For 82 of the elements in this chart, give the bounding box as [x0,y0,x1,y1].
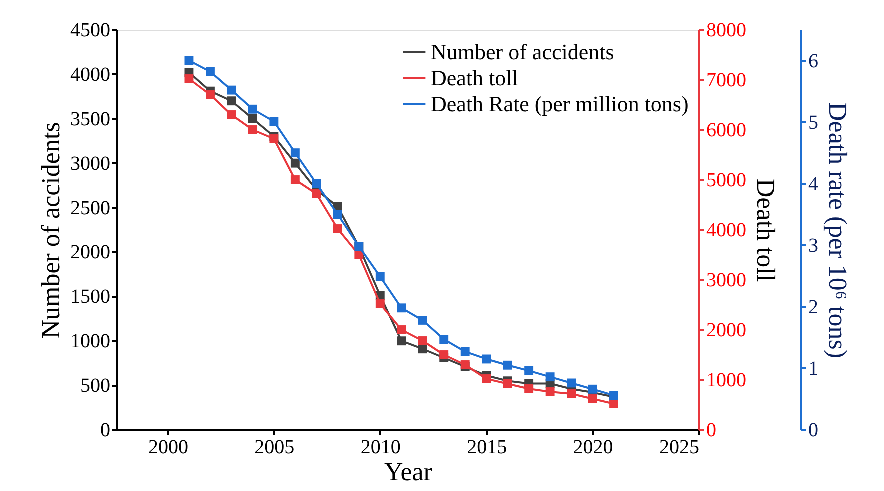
y2-tick-label: 6000 [706,120,746,142]
y-tick-label: 1000 [70,330,110,353]
x-tick-label: 2025 [660,436,700,458]
point [270,134,279,144]
point [312,179,322,188]
y3-tick-label: 2 [808,296,818,318]
point [503,360,512,370]
y3-tick-label: 6 [808,50,818,72]
y-tick-label: 2500 [70,197,110,220]
y-tick-label: 4500 [70,20,110,42]
point [588,384,598,394]
y2-axis-title: Death toll [752,178,780,282]
y2-tick-label: 4000 [706,220,746,242]
y-tick-label: 500 [80,375,110,398]
point [503,380,512,388]
point [333,210,342,220]
y3-tick-label: 5 [808,112,818,134]
legend-label: Death toll [431,66,518,90]
legend-label: Death Rate (per million tons) [431,92,689,116]
point [397,336,406,346]
y3-tick-label: 0 [808,420,818,442]
point [184,56,194,66]
y3-axis-title: Death rate (per 10⁶ tons) [824,102,852,358]
point [248,104,258,114]
point [418,336,428,346]
point [546,372,555,382]
point [206,90,215,100]
point [397,326,406,334]
point [567,378,576,388]
y-axis-title: Number of accidents [36,122,66,339]
y2-tick-label: 1000 [706,370,746,392]
y2-tick-label: 2000 [706,320,746,342]
y-tick-label: 4000 [70,64,110,86]
point [524,366,534,376]
point [482,374,492,384]
point [546,388,555,396]
point [290,158,300,168]
point [440,335,449,344]
point [312,190,322,198]
y-tick-label: 3500 [70,108,110,130]
point [440,350,449,360]
point [333,224,342,234]
point [418,316,428,325]
point [524,384,534,394]
legend-label: Number of accidents [431,40,614,64]
y3-tick-label: 4 [808,173,818,196]
x-tick-label: 2010 [360,436,401,458]
point [227,96,236,106]
y2-tick-label: 3000 [706,270,746,292]
point [588,394,598,404]
point [354,250,364,260]
point [397,304,406,313]
x-tick-label: 2000 [148,436,188,458]
point [290,148,300,158]
y2-tick-label: 8000 [706,20,746,42]
point [482,354,492,364]
point [206,67,215,76]
point [610,400,619,408]
point [184,74,194,84]
x-tick-label: 2020 [573,436,614,458]
point [227,110,236,120]
y-tick-label: 3000 [70,152,110,175]
y3-tick-label: 3 [808,234,818,257]
x-tick-label: 2015 [467,436,508,458]
y2-tick-label: 5000 [706,170,746,192]
y2-tick-label: 0 [706,420,716,442]
x-tick-label: 2005 [254,436,295,458]
point [248,126,258,134]
point [376,272,385,282]
point [248,114,258,124]
point [227,86,236,95]
point [270,117,279,126]
point [290,176,300,184]
y3-tick-label: 1 [808,358,818,380]
y2-tick-label: 7000 [706,70,746,92]
point [567,390,576,398]
y-tick-label: 2000 [70,242,110,264]
x-axis-title: Year [384,458,433,486]
point [376,300,385,308]
y-tick-label: 0 [100,420,110,442]
point [460,347,470,356]
y-tick-label: 1500 [70,286,110,308]
